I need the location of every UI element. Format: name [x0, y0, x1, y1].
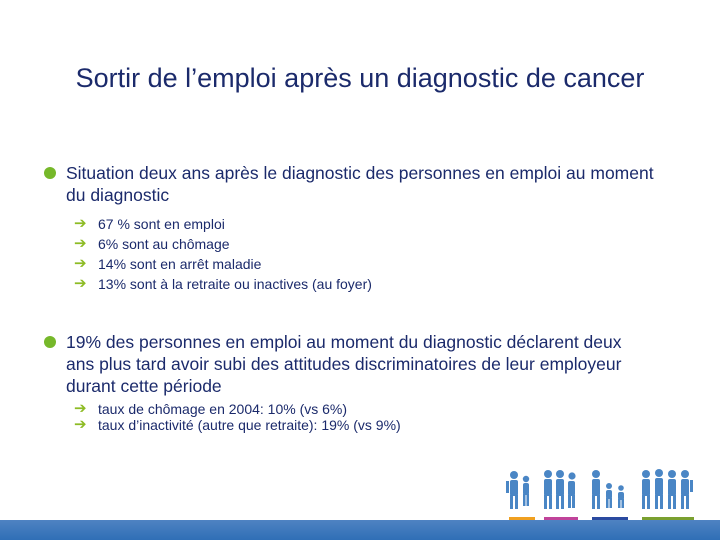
- list-item: ➔ 67 % sont en emploi: [74, 215, 225, 232]
- bullet-discrimination: 19% des personnes en emploi au moment du…: [44, 331, 626, 434]
- right-arrow-icon: ➔: [74, 255, 87, 272]
- list-item: ➔ 13% sont à la retraite ou inactives (au…: [74, 275, 372, 292]
- people-figures-logo: [506, 469, 694, 520]
- bullet-text: Situation deux ans après le diagnostic d…: [66, 163, 654, 205]
- sub-list: ➔ taux de chômage en 2004: 10% (vs 6%) ➔ t…: [66, 400, 626, 434]
- logo-underline: [544, 517, 578, 520]
- list-item: ➔ taux d’inactivité (autre que retraite):…: [74, 416, 401, 434]
- list-item: ➔ taux de chômage en 2004: 10% (vs 6%): [74, 400, 348, 418]
- list-item: ➔ 14% sont en arrêt maladie: [74, 255, 262, 272]
- bottom-bar: [0, 520, 720, 540]
- right-arrow-icon: ➔: [74, 275, 87, 292]
- logo-underline: [642, 517, 694, 520]
- right-arrow-icon: ➔: [74, 235, 87, 252]
- list-item: ➔ 6% sont au chômage: [74, 235, 230, 252]
- right-arrow-icon: ➔: [74, 400, 87, 417]
- round-bullet-icon: [44, 336, 56, 348]
- bullet-text: 19% des personnes en emploi au moment du…: [66, 332, 622, 396]
- sub-list: ➔ 67 % sont en emploi ➔ 6% sont au chômage…: [66, 214, 666, 294]
- logo-underline: [592, 517, 628, 520]
- bullet-situation: Situation deux ans après le diagnostic d…: [44, 162, 666, 294]
- logo-underline: [509, 517, 535, 520]
- right-arrow-icon: ➔: [74, 416, 87, 433]
- round-bullet-icon: [44, 167, 56, 179]
- slide-title: Sortir de l’emploi après un diagnostic d…: [75, 63, 645, 93]
- right-arrow-icon: ➔: [74, 215, 87, 232]
